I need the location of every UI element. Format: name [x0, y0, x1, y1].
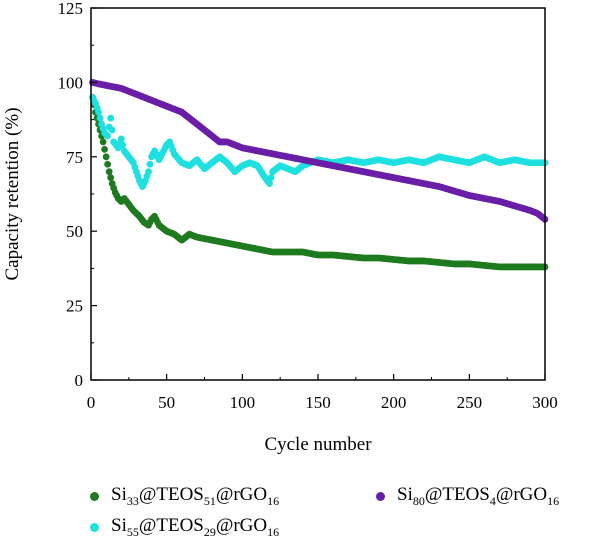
y-axis-label: Capacity retention (%) — [2, 107, 23, 280]
y-tick-label: 75 — [66, 148, 83, 167]
data-point — [95, 108, 102, 116]
data-point — [266, 180, 273, 187]
legend-item-si55: Si55@TEOS29@rGO16 — [90, 515, 279, 540]
x-tick-label: 0 — [87, 393, 96, 412]
data-point — [104, 160, 112, 168]
legend-label-si33: Si33@TEOS51@rGO16 — [111, 484, 280, 508]
data-point — [119, 141, 127, 149]
y-tick-label: 25 — [66, 297, 83, 316]
x-tick-label: 250 — [457, 393, 483, 412]
legend-item-si33: Si33@TEOS51@rGO16 — [90, 484, 279, 509]
axis-ticks: 0 25 50 75 100 125 0 50 100 150 200 250 300 — [58, 0, 558, 412]
x-tick-label: 300 — [532, 393, 558, 412]
series-1 — [89, 93, 549, 271]
data-point — [145, 168, 152, 176]
x-tick-label: 150 — [305, 393, 331, 412]
data-point — [99, 138, 107, 146]
x-axis-label: Cycle number — [264, 434, 372, 455]
data-point — [108, 126, 116, 134]
data-point — [267, 174, 275, 182]
y-tick-label: 50 — [66, 222, 83, 241]
data-point — [107, 174, 115, 182]
data-point — [101, 145, 109, 153]
legend-marker-green — [90, 491, 99, 501]
data-point — [117, 135, 125, 143]
series-3 — [89, 79, 549, 223]
data-point — [146, 160, 154, 168]
legend-marker-cyan — [90, 522, 99, 532]
legend-label-si55: Si55@TEOS29@rGO16 — [111, 515, 280, 539]
y-tick-label: 125 — [58, 0, 84, 18]
legend-label-si80: Si80@TEOS4@rGO16 — [397, 484, 560, 508]
x-tick-label: 100 — [230, 393, 256, 412]
series-2 — [89, 93, 549, 190]
x-tick-label: 50 — [158, 393, 175, 412]
x-tick-label: 200 — [381, 393, 407, 412]
legend-marker-purple — [376, 491, 385, 501]
data-point — [105, 168, 113, 176]
data-point — [107, 114, 115, 122]
legend-item-si80: Si80@TEOS4@rGO16 — [376, 484, 559, 509]
data-point — [104, 132, 112, 140]
data-point — [96, 114, 104, 122]
data-marks — [89, 79, 549, 271]
data-point — [102, 153, 110, 161]
y-tick-label: 0 — [75, 371, 84, 390]
y-tick-label: 100 — [58, 73, 84, 92]
